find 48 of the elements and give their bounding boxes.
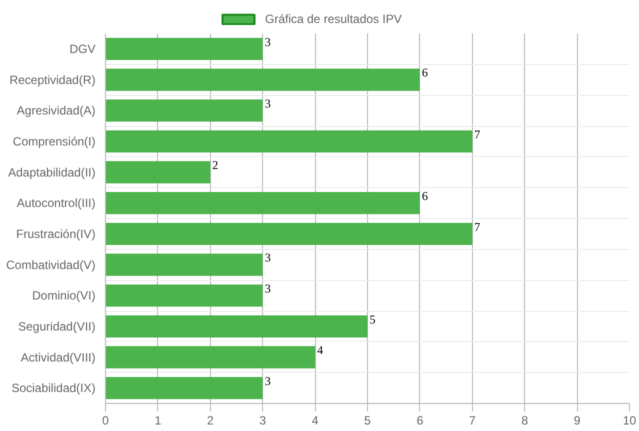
data-label: 3 xyxy=(264,96,271,110)
y-tick-label: DGV xyxy=(69,42,96,56)
y-tick-label: Agresividad(A) xyxy=(16,104,96,118)
y-tick-label: Comprensión(I) xyxy=(12,134,96,148)
bar xyxy=(106,376,263,400)
x-tick-label: 5 xyxy=(364,414,372,428)
data-label: 3 xyxy=(264,281,271,296)
bar xyxy=(106,99,263,122)
bar xyxy=(106,284,263,307)
data-label: 3 xyxy=(264,374,271,388)
bar xyxy=(106,315,368,338)
y-tick-label: Receptividad(R) xyxy=(9,72,96,87)
data-label: 6 xyxy=(422,188,428,203)
y-tick-label: Frustración(IV) xyxy=(16,226,96,241)
y-tick-label: Seguridad(VII) xyxy=(18,319,96,334)
bar xyxy=(106,161,210,184)
data-label: 7 xyxy=(474,127,480,142)
data-label: 7 xyxy=(474,220,480,234)
data-label: 4 xyxy=(317,343,324,358)
x-tick-label: 4 xyxy=(312,414,319,428)
bar xyxy=(106,254,263,276)
y-tick-label: Autocontrol(III) xyxy=(16,196,96,210)
x-tick-label: 2 xyxy=(206,414,214,428)
y-tick-label: Actividad(VIII) xyxy=(20,350,96,364)
bar xyxy=(106,68,420,91)
x-tick-label: 8 xyxy=(521,414,528,428)
bar xyxy=(106,192,420,214)
data-label: 3 xyxy=(264,34,271,49)
data-label: 6 xyxy=(422,66,428,80)
y-tick-label: Adaptabilidad(II) xyxy=(8,165,96,180)
x-tick-label: 1 xyxy=(154,414,162,428)
data-label: 5 xyxy=(370,312,376,326)
x-tick-label: 0 xyxy=(102,414,110,428)
data-label: 3 xyxy=(264,250,271,265)
y-tick-label: Combatividad(V) xyxy=(6,258,96,272)
data-label: 2 xyxy=(212,158,218,172)
bar xyxy=(106,222,472,246)
x-tick-label: 3 xyxy=(259,414,266,428)
bar xyxy=(106,38,263,60)
legend-label: Gráfica de resultados IPV xyxy=(265,12,402,26)
x-tick-label: 6 xyxy=(416,414,424,428)
y-tick-label: Dominio(VI) xyxy=(32,288,96,303)
x-tick-label: 9 xyxy=(574,414,581,428)
bar xyxy=(106,130,472,153)
x-tick-label: 10 xyxy=(622,414,636,428)
x-tick-label: 7 xyxy=(468,414,476,428)
bar xyxy=(106,346,316,368)
y-tick-label: Sociabilidad(IX) xyxy=(11,381,96,396)
